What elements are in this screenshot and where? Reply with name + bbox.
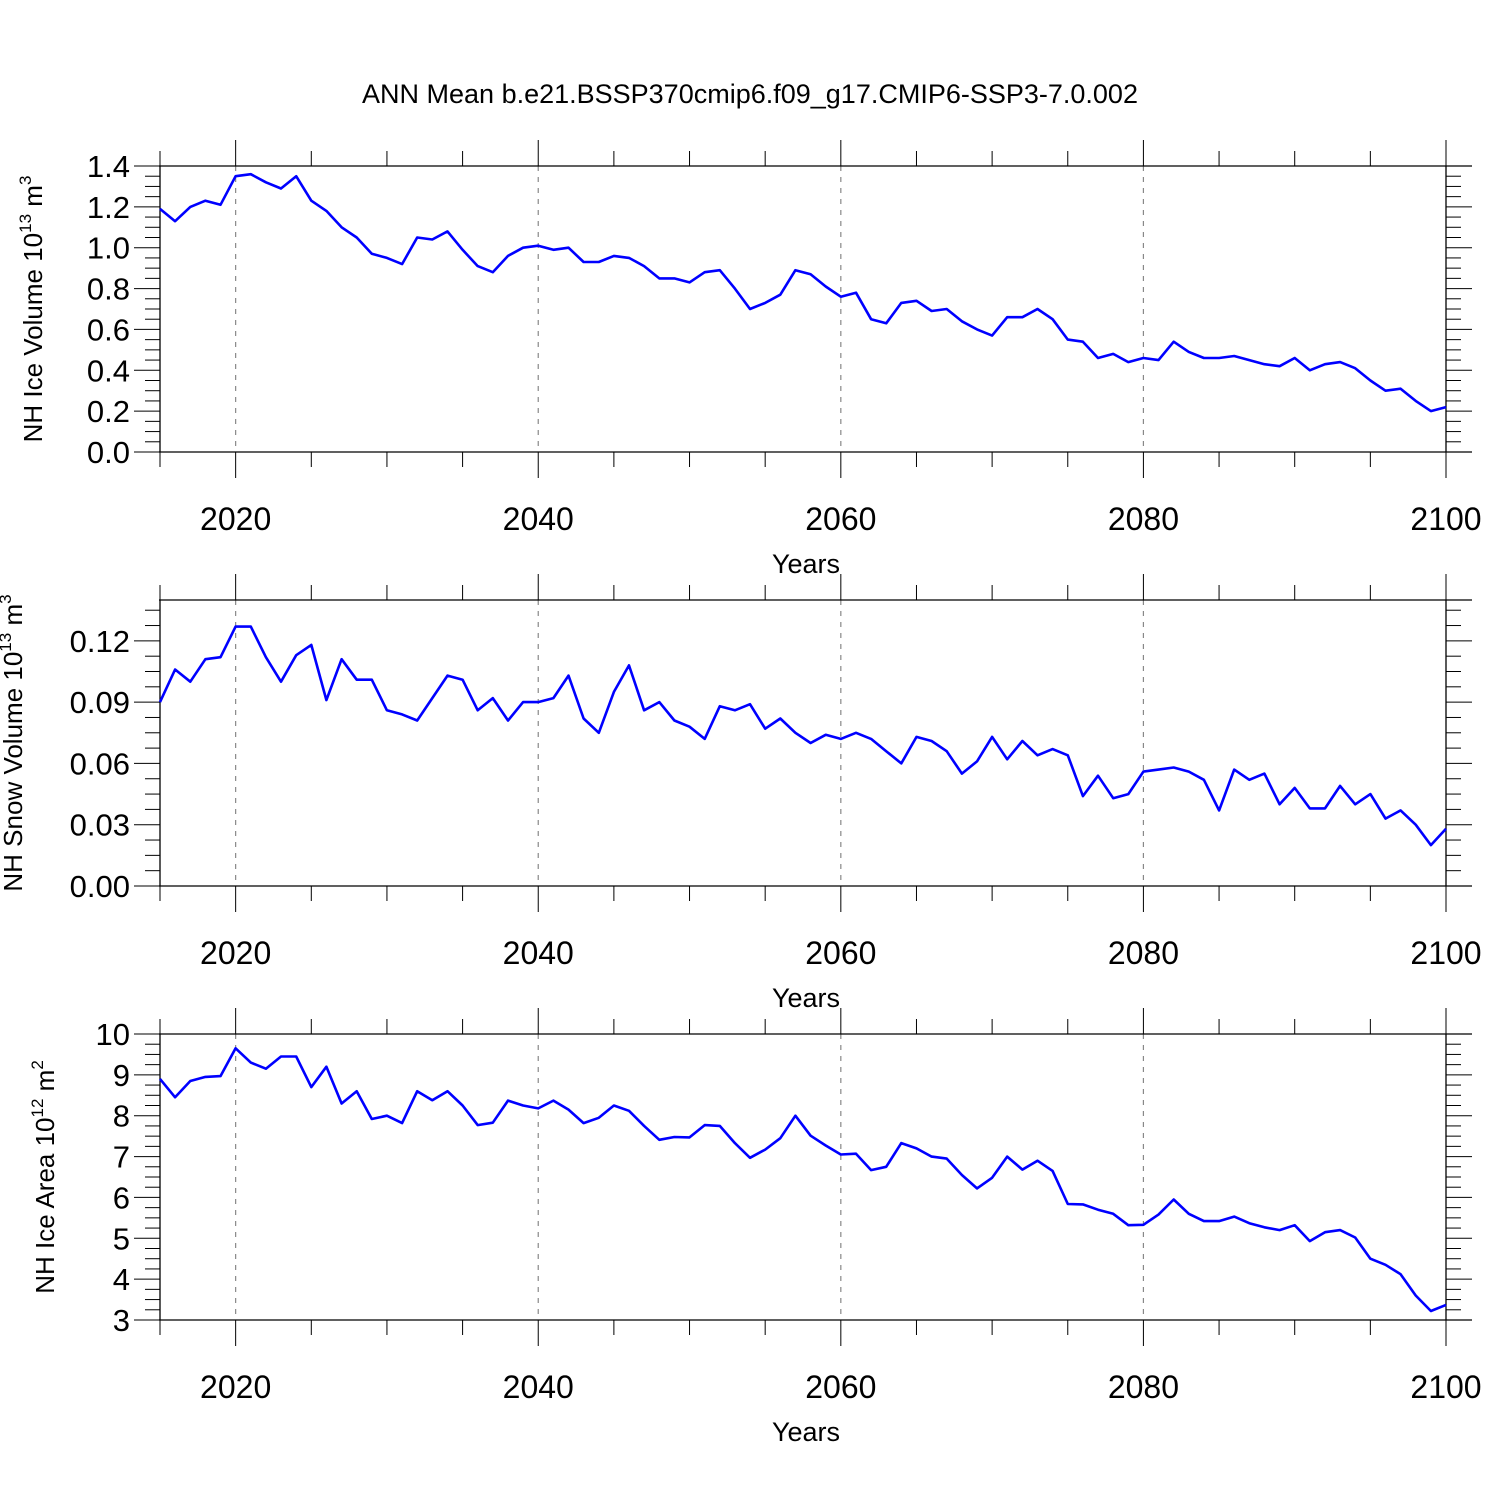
y-tick-label: 0.03 <box>70 808 130 843</box>
x-tick-label: 2020 <box>200 501 271 537</box>
series-line <box>158 625 1447 847</box>
x-axis-label: Years <box>772 549 840 579</box>
y-axis-label: NH Ice Volume 1013 m3 <box>16 176 48 443</box>
x-axis-label: Years <box>772 983 840 1013</box>
y-tick-label: 0.6 <box>87 312 130 347</box>
x-axis-label: Years <box>772 1417 840 1447</box>
series-line <box>159 172 1447 413</box>
y-axis-label: NH Ice Area 1012 m2 <box>28 1060 60 1294</box>
y-tick-label: 0.00 <box>70 869 130 904</box>
x-tick-label: 2060 <box>805 1369 876 1405</box>
y-tick-label: 4 <box>113 1262 130 1297</box>
panel-2: 2020 2040 2060 2080 2100 0.00 0.03 0.06 0.09 0.12… <box>0 574 1482 1013</box>
x-tick-label: 2100 <box>1410 501 1481 537</box>
x-tick-label: 2100 <box>1410 1369 1481 1405</box>
y-tick-label: 7 <box>113 1140 130 1175</box>
y-tick-label: 0.2 <box>87 394 130 429</box>
y-tick-label: 0.12 <box>70 624 130 659</box>
y-tick-label: 0.06 <box>70 746 130 781</box>
x-tick-label: 2060 <box>805 501 876 537</box>
y-tick-label: 1.4 <box>87 149 130 184</box>
figure-title: ANN Mean b.e21.BSSP370cmip6.f09_g17.CMIP… <box>362 79 1138 109</box>
y-tick-label: 3 <box>113 1303 130 1338</box>
x-tick-label: 2100 <box>1410 935 1481 971</box>
y-axis-label: NH Snow Volume 1013 m3 <box>0 594 28 891</box>
x-tick-label: 2080 <box>1108 501 1179 537</box>
y-tick-label: 8 <box>113 1099 130 1134</box>
y-tick-label: 6 <box>113 1180 130 1215</box>
x-tick-label: 2060 <box>805 935 876 971</box>
x-tick-label: 2080 <box>1108 935 1179 971</box>
y-tick-label: 0.4 <box>87 353 130 388</box>
y-tick-label: 1.0 <box>87 231 130 266</box>
series-line <box>158 1047 1447 1313</box>
x-tick-label: 2020 <box>200 935 271 971</box>
x-tick-label: 2040 <box>503 501 574 537</box>
y-tick-label: 0.8 <box>87 272 130 307</box>
y-tick-label: 0.0 <box>87 435 130 470</box>
panel-1: 2020 2040 2060 2080 2100 0.0 0.2 0.4 0.6 0.8 1.0 1.… <box>16 140 1482 579</box>
x-tick-label: 2080 <box>1108 1369 1179 1405</box>
y-tick-label: 5 <box>113 1221 130 1256</box>
y-tick-label: 10 <box>96 1017 130 1052</box>
x-tick-label: 2020 <box>200 1369 271 1405</box>
y-tick-label: 0.09 <box>70 685 130 720</box>
x-tick-label: 2040 <box>503 1369 574 1405</box>
panel-3: 2020 2040 2060 2080 2100 3 4 5 6 7 8 9 10 Years NH Ice… <box>28 1008 1482 1447</box>
y-tick-label: 1.2 <box>87 190 130 225</box>
y-tick-label: 9 <box>113 1058 130 1093</box>
x-tick-label: 2040 <box>503 935 574 971</box>
